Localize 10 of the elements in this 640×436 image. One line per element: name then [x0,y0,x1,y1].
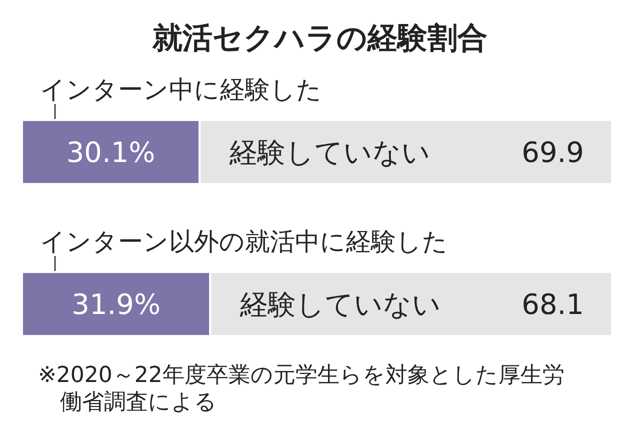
chart-title: 就活セクハラの経験割合 [152,21,488,56]
y-tick-label: インターン中に経験した [40,75,322,104]
data-label: 31.9% [72,288,161,321]
text: 経験していない [240,288,442,321]
data-label: 69.9 [522,136,584,169]
data-label: 30.1% [66,136,156,169]
y-tick-label: インターン以外の就活中に経験した [40,227,448,256]
data-label: 68.1 [522,288,584,321]
text: ※2020～22年度卒業の元学生らを対象とした厚生労働省調査による [38,362,566,416]
series-label: 経験していない [228,136,431,169]
